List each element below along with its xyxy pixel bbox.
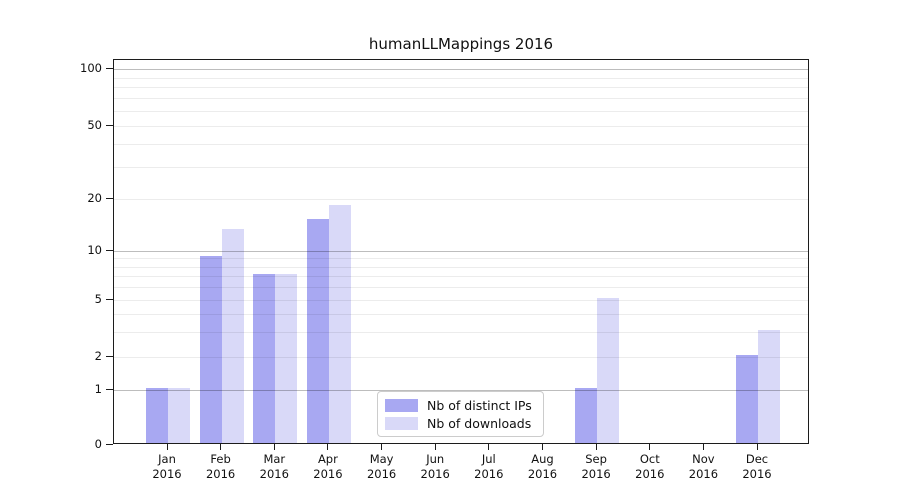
bar-nb-of-distinct-ips: [199, 256, 222, 443]
gridline-minor: [114, 87, 808, 89]
y-axis-tick-label: 10: [87, 243, 102, 257]
y-axis-tick: [106, 299, 113, 300]
x-axis-tick: [166, 444, 168, 450]
legend-swatch-downloads-icon: [385, 417, 418, 430]
legend-item: Nb of downloads: [385, 415, 534, 432]
bar-nb-of-downloads: [597, 298, 620, 443]
y-axis-tick: [106, 198, 113, 199]
gridline-minor: [114, 126, 808, 127]
x-axis-tick: [327, 444, 329, 450]
gridline-minor: [114, 166, 808, 168]
x-axis-tick-label: May 2016: [366, 452, 397, 481]
y-axis-tick: [106, 444, 113, 445]
bar-nb-of-distinct-ips: [306, 218, 329, 443]
y-axis-tick-label: 20: [87, 191, 102, 205]
legend: Nb of distinct IPs Nb of downloads: [377, 391, 544, 437]
gridline-major: [114, 69, 808, 70]
y-axis-tick: [106, 250, 113, 251]
y-axis-tick-label: 5: [94, 292, 102, 306]
bar-nb-of-downloads: [328, 204, 351, 443]
y-axis-tick-label: 1: [94, 382, 102, 396]
gridline-minor: [114, 143, 808, 145]
x-axis-tick: [702, 444, 704, 450]
gridline-major: [114, 251, 808, 252]
y-axis-tick: [106, 356, 113, 357]
y-axis-tick-label: 100: [80, 61, 102, 75]
x-axis-tick: [273, 444, 275, 450]
bar-nb-of-distinct-ips: [253, 274, 276, 443]
y-axis-tick-label: 2: [94, 349, 102, 363]
x-axis-tick: [434, 444, 436, 450]
y-axis-tick-label: 50: [87, 118, 102, 132]
gridline-minor: [114, 199, 808, 200]
x-axis-tick: [595, 444, 597, 450]
x-axis-tick-label: Nov 2016: [688, 452, 719, 481]
chart-title: humanLLMappings 2016: [368, 35, 554, 53]
bar-nb-of-distinct-ips: [575, 388, 598, 443]
gridline-minor: [114, 111, 808, 112]
x-axis-tick-label: Oct 2016: [635, 452, 665, 481]
legend-label: Nb of downloads: [427, 416, 532, 431]
x-axis-tick-label: Apr 2016: [313, 452, 343, 481]
x-axis-tick-label: Sep 2016: [581, 452, 611, 481]
legend-label: Nb of distinct IPs: [427, 398, 532, 413]
plot-area: [113, 59, 809, 444]
y-axis-tick: [106, 125, 113, 126]
bar-nb-of-distinct-ips: [146, 388, 168, 443]
y-axis-tick: [106, 68, 113, 69]
bar-nb-of-distinct-ips: [736, 355, 759, 443]
x-axis-tick-label: Jul 2016: [474, 452, 504, 481]
bar-nb-of-downloads: [275, 274, 298, 443]
x-axis-tick-label: Feb 2016: [205, 452, 236, 481]
legend-swatch-distinct-ips-icon: [385, 399, 418, 412]
x-axis-tick-label: Mar 2016: [259, 452, 289, 481]
legend-item: Nb of distinct IPs: [385, 397, 534, 414]
x-axis-tick-label: Jan 2016: [152, 452, 182, 481]
y-axis-tick: [106, 389, 113, 390]
x-axis-tick-label: Aug 2016: [527, 452, 558, 481]
x-axis-tick: [649, 444, 651, 450]
bar-nb-of-downloads: [221, 229, 244, 443]
x-axis-tick: [488, 444, 490, 450]
gridline-minor: [114, 98, 808, 100]
gridline-minor: [114, 77, 808, 79]
bar-nb-of-downloads: [758, 329, 781, 443]
x-axis-tick: [542, 444, 543, 450]
bar-nb-of-downloads: [168, 388, 190, 443]
x-axis-tick: [756, 444, 758, 450]
x-axis-tick-label: Dec 2016: [742, 452, 772, 481]
y-axis-tick-label: 0: [94, 437, 102, 451]
x-axis-tick: [381, 444, 383, 450]
x-axis-tick-label: Jun 2016: [420, 452, 450, 481]
x-axis-tick: [220, 444, 222, 450]
